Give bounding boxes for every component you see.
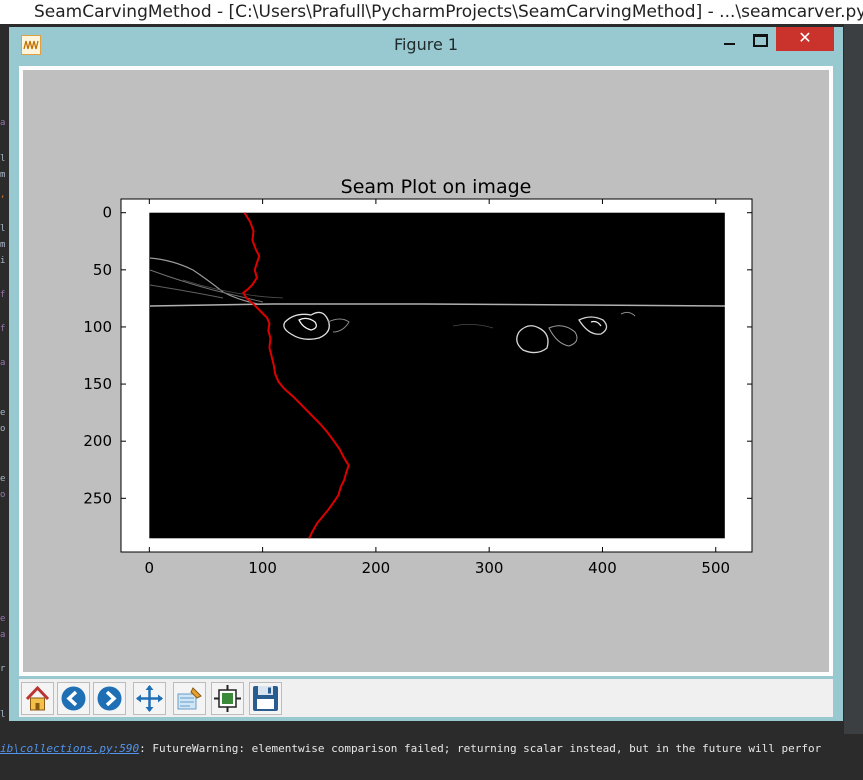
subplots-icon <box>211 682 244 715</box>
home-icon <box>21 682 54 715</box>
close-icon: ✕ <box>798 28 812 47</box>
console-message: : FutureWarning: elementwise comparison … <box>139 742 822 755</box>
edge-shore-1 <box>149 257 259 305</box>
minimize-button[interactable] <box>716 31 742 53</box>
y-tick-label: 50 <box>93 261 112 279</box>
y-tick-label: 0 <box>102 204 112 222</box>
back-arrow-icon <box>57 682 90 715</box>
maximize-button[interactable] <box>746 31 772 53</box>
console-line: ib\collections.py:590: FutureWarning: el… <box>0 742 821 755</box>
chart-title: Seam Plot on image <box>341 176 532 198</box>
x-tick-label: 400 <box>588 559 617 577</box>
figure-toolbar <box>19 679 833 717</box>
y-tick-label: 200 <box>83 432 112 450</box>
figure-canvas[interactable]: 0 100 200 300 400 500 0 50 100 150 200 250 Seam Plo… <box>23 70 829 672</box>
pan-button[interactable] <box>133 682 166 715</box>
home-button[interactable] <box>21 682 54 715</box>
edge-rock-1b <box>298 317 317 331</box>
axis-ticks: 0 100 200 300 400 500 0 50 100 150 200 250 <box>83 199 752 577</box>
subplots-button[interactable] <box>211 682 244 715</box>
console-file-link[interactable]: ib\collections.py:590 <box>0 742 140 755</box>
zoom-button[interactable] <box>173 682 206 715</box>
zoom-rect-icon <box>173 682 206 715</box>
x-tick-label: 300 <box>475 559 504 577</box>
edge-haze <box>182 279 284 299</box>
back-button[interactable] <box>57 682 90 715</box>
y-tick-label: 150 <box>83 375 112 393</box>
edge-image-background <box>149 212 725 539</box>
seam-plot[interactable]: 0 100 200 300 400 500 0 50 100 150 200 250 Seam Plo… <box>23 70 829 672</box>
x-tick-label: 200 <box>362 559 391 577</box>
forward-button[interactable] <box>93 682 126 715</box>
edge-shore-3 <box>149 284 224 299</box>
edge-rock-1c <box>327 318 350 333</box>
edge-ripple <box>452 324 494 329</box>
edge-rock-4 <box>620 311 636 317</box>
move-icon <box>133 682 166 715</box>
console-panel: ib\collections.py:590: FutureWarning: el… <box>0 734 863 780</box>
save-icon <box>249 682 282 715</box>
y-tick-label: 100 <box>83 318 112 336</box>
figure-window: Figure 1 ✕ <box>9 27 843 721</box>
forward-arrow-icon <box>93 682 126 715</box>
save-button[interactable] <box>249 682 282 715</box>
edge-rock-2b <box>548 325 578 347</box>
edge-rock-3b <box>590 320 602 327</box>
ide-right-panel <box>844 24 863 734</box>
window-title: Figure 1 <box>393 35 459 54</box>
ide-title-text: SeamCarvingMethod - [C:\Users\Prafull\Py… <box>34 2 863 22</box>
edge-rock-2 <box>516 325 549 354</box>
seam-line <box>241 212 350 539</box>
edge-horizon <box>149 303 726 307</box>
x-tick-label: 0 <box>145 559 155 577</box>
matplotlib-window-icon <box>21 35 41 55</box>
close-button[interactable]: ✕ <box>776 27 834 51</box>
ide-title-bar: SeamCarvingMethod - [C:\Users\Prafull\Py… <box>0 0 863 24</box>
y-tick-label: 250 <box>83 489 112 507</box>
ide-code-gutter: a l m , l m i f f a e o e o e a r l <box>0 24 10 724</box>
x-tick-label: 100 <box>248 559 277 577</box>
edge-image <box>149 212 726 539</box>
figure-canvas-frame: 0 100 200 300 400 500 0 50 100 150 200 250 Seam Plo… <box>19 66 833 676</box>
window-title-bar[interactable]: Figure 1 ✕ <box>9 27 843 65</box>
x-tick-label: 500 <box>701 559 730 577</box>
edge-rock-1 <box>283 311 330 340</box>
edge-rock-3 <box>578 316 608 335</box>
